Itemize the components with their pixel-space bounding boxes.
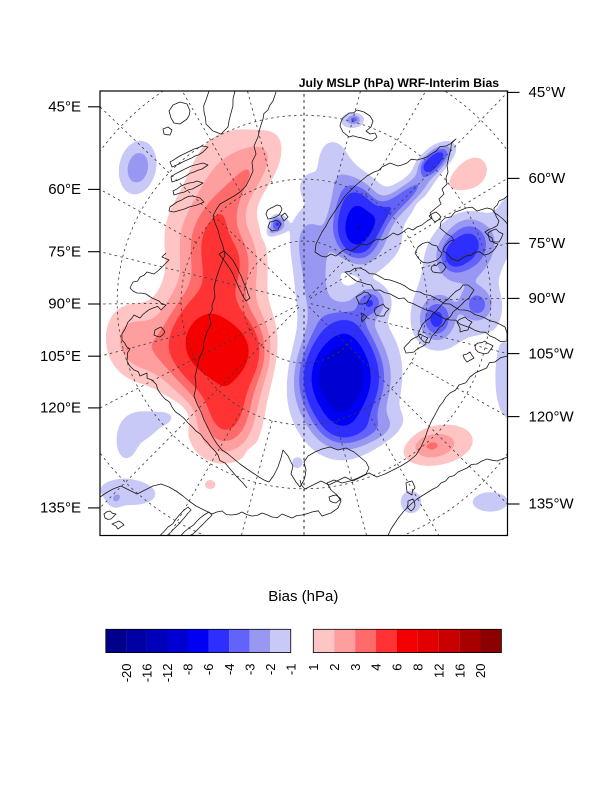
svg-text:Bias (hPa): Bias (hPa) (268, 588, 338, 605)
svg-text:8: 8 (411, 664, 426, 671)
svg-text:July MSLP (hPa) WRF-Interim Bi: July MSLP (hPa) WRF-Interim Bias (299, 76, 499, 90)
svg-text:16: 16 (452, 664, 467, 678)
svg-text:4: 4 (369, 664, 384, 671)
svg-text:-20: -20 (119, 664, 134, 683)
svg-text:-2: -2 (263, 664, 278, 676)
svg-text:135°W: 135°W (529, 496, 575, 513)
svg-text:120°W: 120°W (529, 408, 575, 425)
svg-text:2: 2 (327, 664, 342, 671)
svg-text:90°E: 90°E (48, 296, 81, 313)
svg-text:75°E: 75°E (48, 243, 81, 260)
svg-text:60°W: 60°W (529, 170, 567, 187)
svg-text:105°E: 105°E (40, 348, 81, 365)
svg-text:12: 12 (431, 664, 446, 678)
svg-text:1: 1 (306, 664, 321, 671)
svg-text:75°W: 75°W (529, 235, 567, 252)
svg-text:-12: -12 (160, 664, 175, 683)
svg-text:45°E: 45°E (48, 99, 81, 116)
svg-text:45°W: 45°W (529, 84, 567, 101)
svg-text:-8: -8 (181, 664, 196, 676)
svg-text:-16: -16 (140, 664, 155, 683)
svg-text:60°E: 60°E (48, 181, 81, 198)
svg-text:90°W: 90°W (529, 290, 567, 307)
svg-text:120°E: 120°E (40, 400, 81, 417)
svg-text:20: 20 (473, 664, 488, 678)
svg-text:3: 3 (348, 664, 363, 671)
svg-text:105°W: 105°W (529, 345, 575, 362)
svg-text:-1: -1 (283, 664, 298, 676)
svg-text:-4: -4 (222, 664, 237, 676)
svg-text:-3: -3 (242, 664, 257, 676)
svg-text:135°E: 135°E (40, 500, 81, 517)
svg-text:6: 6 (390, 664, 405, 671)
svg-text:-6: -6 (201, 664, 216, 676)
